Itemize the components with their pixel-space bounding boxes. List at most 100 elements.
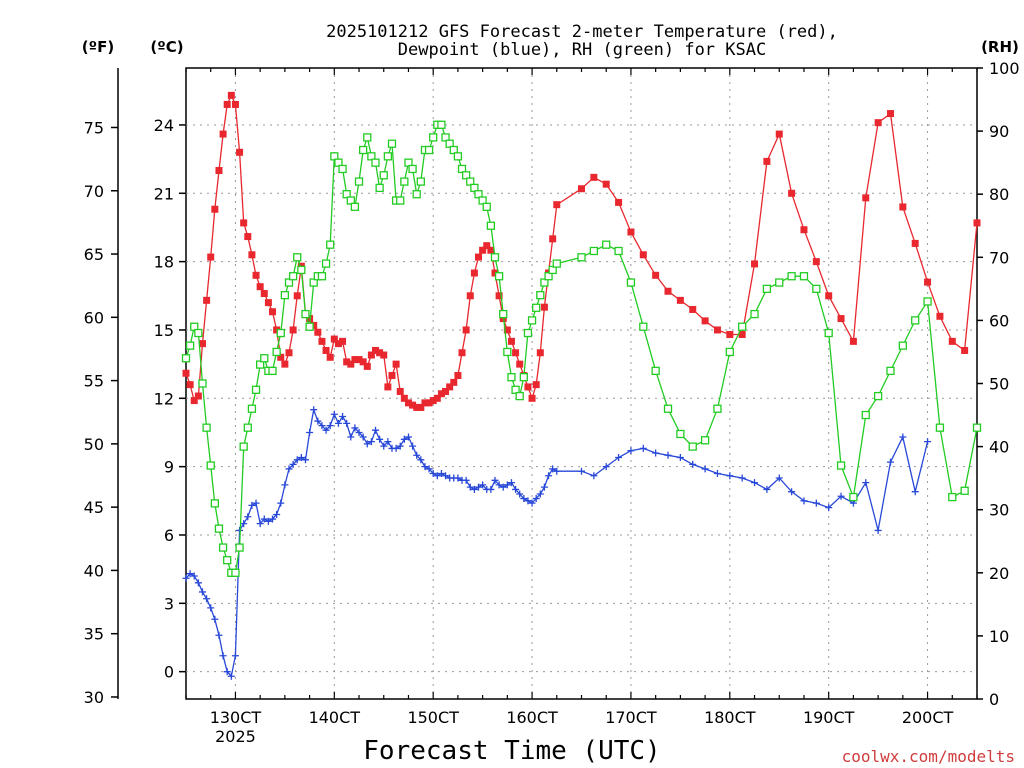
dewpoint-point	[442, 472, 450, 480]
plot-frame	[185, 67, 978, 700]
temperature-point	[924, 278, 932, 286]
dewpoint-point	[376, 435, 384, 443]
temperature-point	[701, 317, 709, 325]
temperature-point	[437, 390, 445, 398]
temperature-point	[388, 372, 396, 380]
rh-point	[688, 442, 697, 451]
temperature-point	[524, 383, 532, 391]
dewpoint-point	[396, 442, 404, 450]
temperature-point	[347, 360, 355, 368]
dewpoint-point	[425, 465, 433, 473]
rh-point	[379, 171, 388, 180]
rh-point	[651, 366, 660, 376]
rh-point	[429, 133, 438, 142]
rh-tick-label: 80	[989, 185, 1009, 204]
x-tick-label: 140CT	[309, 708, 361, 727]
rh-point	[338, 164, 347, 174]
temperature-point	[911, 239, 919, 247]
temperature-point	[433, 394, 441, 402]
rh-point	[960, 486, 969, 495]
celsius-tick-label: 9	[164, 458, 174, 477]
rh-point	[713, 404, 722, 413]
dewpoint-point	[248, 501, 256, 509]
celsius-tick-label: 0	[164, 663, 174, 682]
rh-point	[288, 272, 298, 281]
dewpoint-point	[347, 433, 355, 441]
rh-point	[181, 354, 191, 363]
rh-point	[935, 423, 945, 432]
temperature-point	[236, 148, 244, 156]
rh-point	[486, 221, 496, 230]
dewpoint-point	[639, 444, 647, 452]
watermark: coolwx.com/modelts	[842, 747, 1015, 766]
temperature-point	[549, 235, 557, 243]
rh-point	[799, 272, 809, 281]
rh-point	[416, 177, 425, 186]
x-axis: 130CT 140CT 150CT 160CT 170CT 180CT 190CT 200CT…	[185, 68, 978, 746]
temperature-point	[615, 198, 623, 206]
temperature-point	[495, 292, 503, 300]
dewpoint-point	[886, 458, 894, 466]
dewpoint-point	[227, 672, 235, 680]
temperature-point	[355, 356, 363, 364]
dewpoint-point	[322, 426, 330, 434]
dewpoint-point	[676, 454, 684, 462]
temperature-point	[322, 346, 330, 354]
x-tick-label: 200CT	[902, 708, 954, 727]
dewpoint-point	[775, 474, 783, 482]
fahrenheit-tick-label: 55	[84, 372, 104, 391]
temperature-point	[198, 340, 206, 348]
temperature-point	[334, 340, 342, 348]
temperature-point	[470, 269, 478, 277]
rh-point	[396, 196, 405, 205]
temperature-point	[726, 331, 734, 339]
dewpoint-point	[198, 588, 206, 596]
dewpoint-point	[433, 472, 441, 480]
temperature-point	[590, 173, 598, 181]
dewpoint-point	[400, 435, 408, 443]
dewpoint-point	[343, 419, 351, 427]
rh-point	[305, 322, 314, 331]
rh-point	[194, 328, 203, 338]
celsius-tick-label: 12	[154, 389, 174, 408]
temperature-point	[713, 326, 721, 334]
temperature-point	[475, 253, 483, 261]
temperature-point	[264, 299, 272, 307]
dewpoint-point	[301, 456, 309, 464]
dewpoint-point	[499, 483, 507, 491]
dewpoint-point	[520, 495, 528, 503]
temperature-point	[326, 353, 334, 361]
rh-point	[861, 410, 870, 420]
dewpoint-point	[503, 481, 511, 489]
dewpoint-point	[549, 465, 557, 473]
rh-point	[297, 265, 306, 275]
celsius-tick-label: 18	[154, 253, 174, 272]
dewpoint-point	[355, 428, 363, 436]
temperature-point	[487, 246, 495, 254]
dewpoint-point	[219, 652, 227, 660]
temperature-point	[190, 397, 198, 405]
temperature-point	[639, 251, 647, 259]
rh-tick-label: 0	[989, 690, 999, 709]
dewpoint-point	[211, 615, 219, 623]
dewpoint-point	[689, 460, 697, 468]
temperature-point	[689, 305, 697, 313]
rh-point	[507, 373, 516, 382]
rh-point	[775, 278, 784, 287]
temperature-point	[532, 381, 540, 389]
rh-point	[589, 246, 599, 256]
temperature-point	[363, 362, 371, 370]
temperature-point	[269, 308, 277, 316]
rh-point	[210, 499, 219, 508]
rh-point	[523, 328, 533, 338]
dewpoint-point	[256, 520, 264, 528]
temperature-point	[425, 399, 433, 407]
rh-point	[552, 259, 561, 268]
rh-point	[350, 202, 360, 211]
rh-point	[354, 177, 364, 186]
dewpoint-point	[899, 433, 907, 441]
rh-point	[898, 341, 907, 350]
dewpoint-point	[701, 465, 709, 473]
temperature-point	[528, 394, 536, 402]
temperature-point	[396, 387, 404, 395]
